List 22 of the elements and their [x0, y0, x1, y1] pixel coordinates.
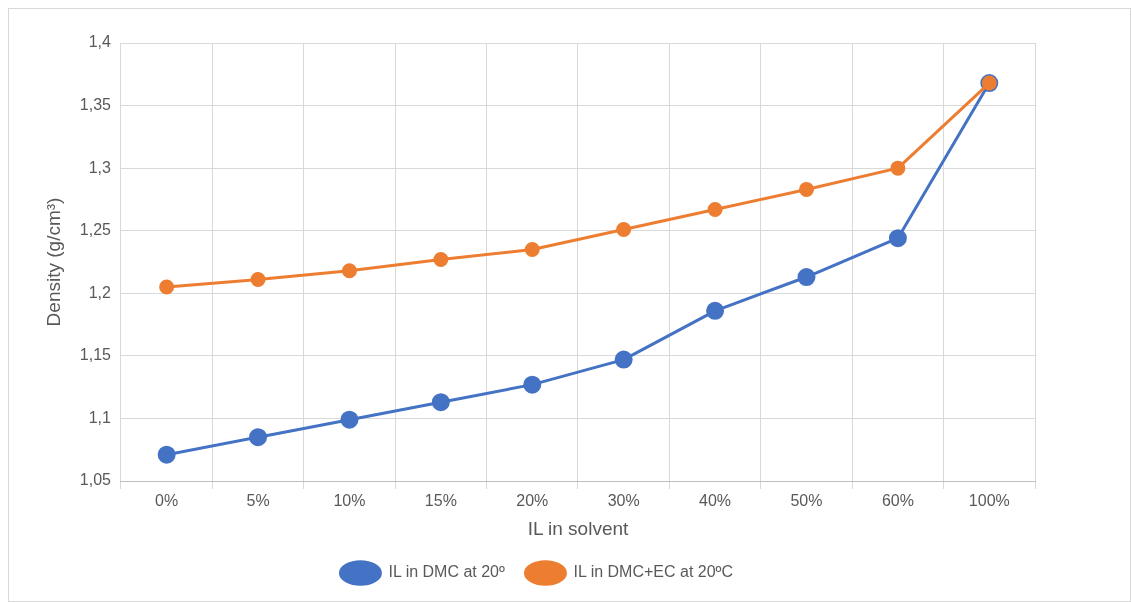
- x-tick-label: 30%: [607, 492, 640, 510]
- y-tick-label: 1,2: [88, 283, 112, 301]
- legend-label: IL in DMC at 20º: [388, 563, 505, 581]
- x-tick-label: 15%: [424, 492, 457, 510]
- x-tick-label: 50%: [790, 492, 823, 510]
- y-tick-label: 1,15: [79, 346, 112, 364]
- x-tick-label: 20%: [516, 492, 549, 510]
- x-tick-label: 0%: [155, 492, 179, 510]
- x-axis-title: IL in solvent: [527, 517, 630, 539]
- y-tick-label: 1,3: [88, 158, 112, 176]
- y-axis-title: Density (g/cm³): [42, 197, 64, 327]
- x-tick-label: 60%: [881, 492, 914, 510]
- x-tick-label: 40%: [699, 492, 732, 510]
- x-tick-label: 5%: [246, 492, 270, 510]
- legend-label: IL in DMC+EC at 20ºC: [573, 563, 733, 581]
- x-tick-label: 100%: [968, 492, 1010, 510]
- y-tick-label: 1,1: [88, 408, 112, 426]
- y-tick-label: 1,25: [79, 221, 112, 239]
- y-tick-label: 1,35: [79, 95, 112, 113]
- x-tick-label: 10%: [333, 492, 366, 510]
- y-tick-label: 1,05: [79, 471, 112, 489]
- y-tick-label: 1,4: [88, 33, 112, 51]
